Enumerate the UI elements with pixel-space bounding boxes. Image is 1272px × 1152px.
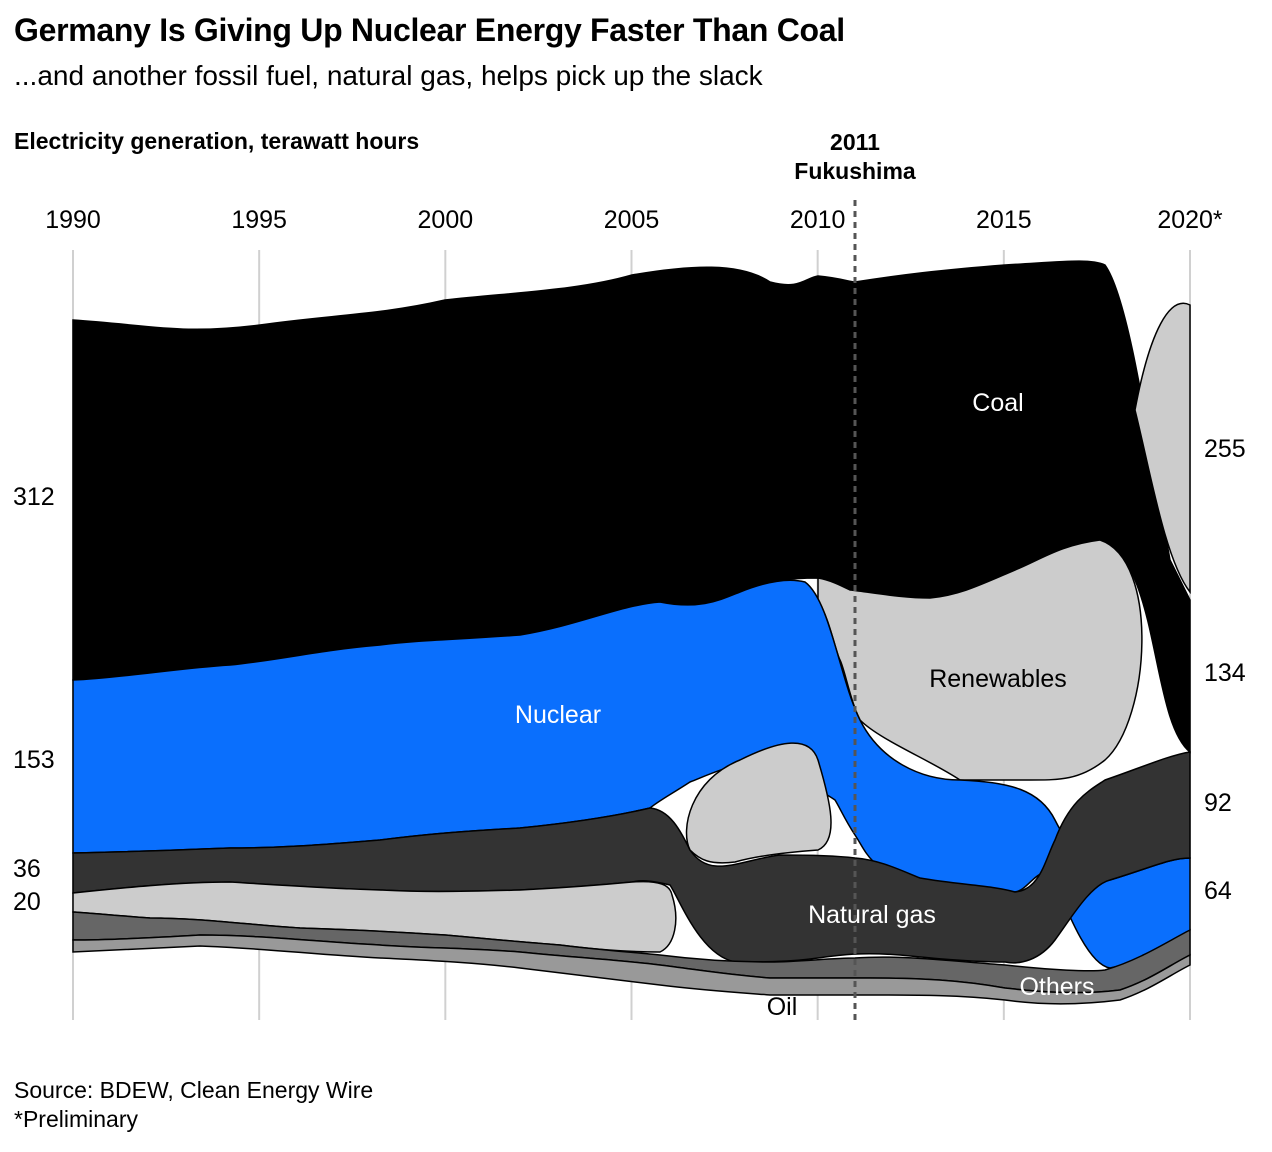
series-label-nuclear: Nuclear xyxy=(515,701,601,729)
series-areas xyxy=(72,260,1191,1005)
x-tick-label-2020: 2020* xyxy=(1157,206,1223,234)
x-tick-label-2015: 2015 xyxy=(976,206,1032,234)
x-tick-label-1995: 1995 xyxy=(231,206,287,234)
start-value-label: 36 xyxy=(13,855,41,883)
chart-title: Germany Is Giving Up Nuclear Energy Fast… xyxy=(14,12,845,48)
source-text: Source: BDEW, Clean Energy Wire xyxy=(14,1077,374,1103)
renewables-mid-area xyxy=(685,742,832,864)
start-value-label: 153 xyxy=(13,746,55,774)
series-label-oil: Oil xyxy=(767,993,798,1021)
x-tick-label-1990: 1990 xyxy=(45,206,101,234)
end-value-labels: 255 134 92 64 xyxy=(1204,435,1246,905)
series-label-renewables: Renewables xyxy=(929,665,1067,693)
start-value-labels: 312 153 36 20 xyxy=(13,483,55,916)
series-labels: Coal Renewables Nuclear Natural gas Others Oi… xyxy=(515,389,1095,1021)
end-value-label: 255 xyxy=(1204,435,1246,463)
event-year: 2011 xyxy=(830,129,880,155)
unit-label: Electricity generation, terawatt hours xyxy=(14,128,420,154)
end-value-label: 134 xyxy=(1204,659,1246,687)
event-name: Fukushima xyxy=(794,158,916,184)
x-axis-tick-labels: 1990 1995 2000 2005 2010 2015 2020* xyxy=(45,206,1223,234)
series-label-others: Others xyxy=(1019,973,1094,1001)
x-tick-label-2000: 2000 xyxy=(418,206,474,234)
x-tick-label-2010: 2010 xyxy=(790,206,846,234)
footnote-text: *Preliminary xyxy=(14,1106,138,1132)
series-label-coal: Coal xyxy=(972,389,1023,417)
event-label: 2011 Fukushima xyxy=(755,128,955,186)
start-value-label: 20 xyxy=(13,888,41,916)
end-value-label: 92 xyxy=(1204,789,1232,817)
chart-subtitle: ...and another fossil fuel, natural gas,… xyxy=(14,60,763,91)
x-tick-label-2005: 2005 xyxy=(604,206,660,234)
start-value-label: 312 xyxy=(13,483,55,511)
oil-area xyxy=(72,934,1191,1005)
source-note: Source: BDEW, Clean Energy Wire *Prelimi… xyxy=(14,1076,373,1134)
series-label-natural-gas: Natural gas xyxy=(808,901,936,929)
end-value-label: 64 xyxy=(1204,877,1232,905)
